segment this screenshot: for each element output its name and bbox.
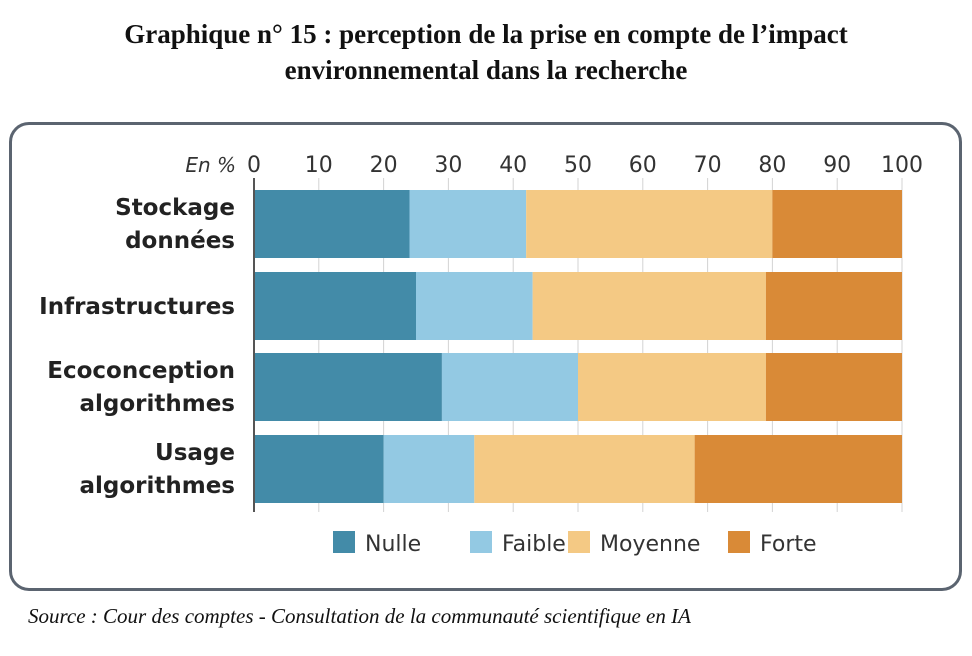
- legend-swatch: [728, 531, 750, 553]
- bar-segment: [474, 435, 695, 503]
- bar-segment: [254, 190, 410, 258]
- category-label: Stockage: [115, 195, 235, 221]
- category-label: algorithmes: [79, 473, 235, 499]
- x-tick-label: 50: [564, 153, 592, 178]
- bar-segment: [578, 353, 766, 421]
- bar-segment: [694, 435, 902, 503]
- source-note: Source : Cour des comptes - Consultation…: [28, 604, 691, 628]
- x-tick-label: 60: [629, 153, 657, 178]
- bar-segment: [254, 435, 384, 503]
- bar-segment: [254, 353, 442, 421]
- bar-segment: [526, 190, 773, 258]
- chart-title: Graphique n° 15 : perception de la prise…: [0, 16, 972, 88]
- x-tick-label: 40: [499, 153, 527, 178]
- bar-segment: [532, 272, 766, 340]
- bar-segment: [765, 353, 902, 421]
- legend-label: Faible: [502, 532, 566, 557]
- x-tick-label: 90: [823, 153, 851, 178]
- bar-segment: [254, 272, 416, 340]
- legend-swatch: [568, 531, 590, 553]
- bar-segment: [441, 353, 578, 421]
- x-tick-label: 80: [758, 153, 786, 178]
- x-tick-label: 10: [305, 153, 333, 178]
- legend-label: Forte: [760, 532, 817, 557]
- bar-segment: [772, 190, 902, 258]
- category-label: Infrastructures: [39, 294, 235, 320]
- bars: [254, 190, 902, 503]
- category-label: algorithmes: [79, 391, 235, 417]
- x-tick-label: 70: [694, 153, 722, 178]
- legend-label: Moyenne: [600, 532, 700, 557]
- x-tick-label: 100: [881, 153, 923, 178]
- bar-segment: [765, 272, 902, 340]
- x-tick-label: 20: [370, 153, 398, 178]
- bar-segment: [409, 190, 527, 258]
- chart-title-line-1: Graphique n° 15 : perception de la prise…: [124, 19, 848, 49]
- legend-swatch: [333, 531, 355, 553]
- legend-label: Nulle: [365, 532, 421, 557]
- x-tick-label: 30: [434, 153, 462, 178]
- chart-title-line-2: environnemental dans la recherche: [284, 55, 688, 85]
- stacked-bar-chart: 0 10 20 30 40 50 60 70 80 90 100 En % Stockage donnée…: [39, 153, 923, 557]
- x-tick-label: 0: [247, 153, 261, 178]
- legend-swatch: [470, 531, 492, 553]
- labels: 0 10 20 30 40 50 60 70 80 90 100 En % Stockage donnée…: [39, 153, 923, 499]
- bar-segment: [416, 272, 533, 340]
- unit-label: En %: [185, 153, 236, 177]
- category-label: Usage: [155, 440, 235, 466]
- category-label: données: [125, 228, 235, 254]
- category-label: Ecoconception: [47, 358, 235, 384]
- bar-segment: [383, 435, 475, 503]
- legend: Nulle Faible Moyenne Forte: [333, 531, 817, 557]
